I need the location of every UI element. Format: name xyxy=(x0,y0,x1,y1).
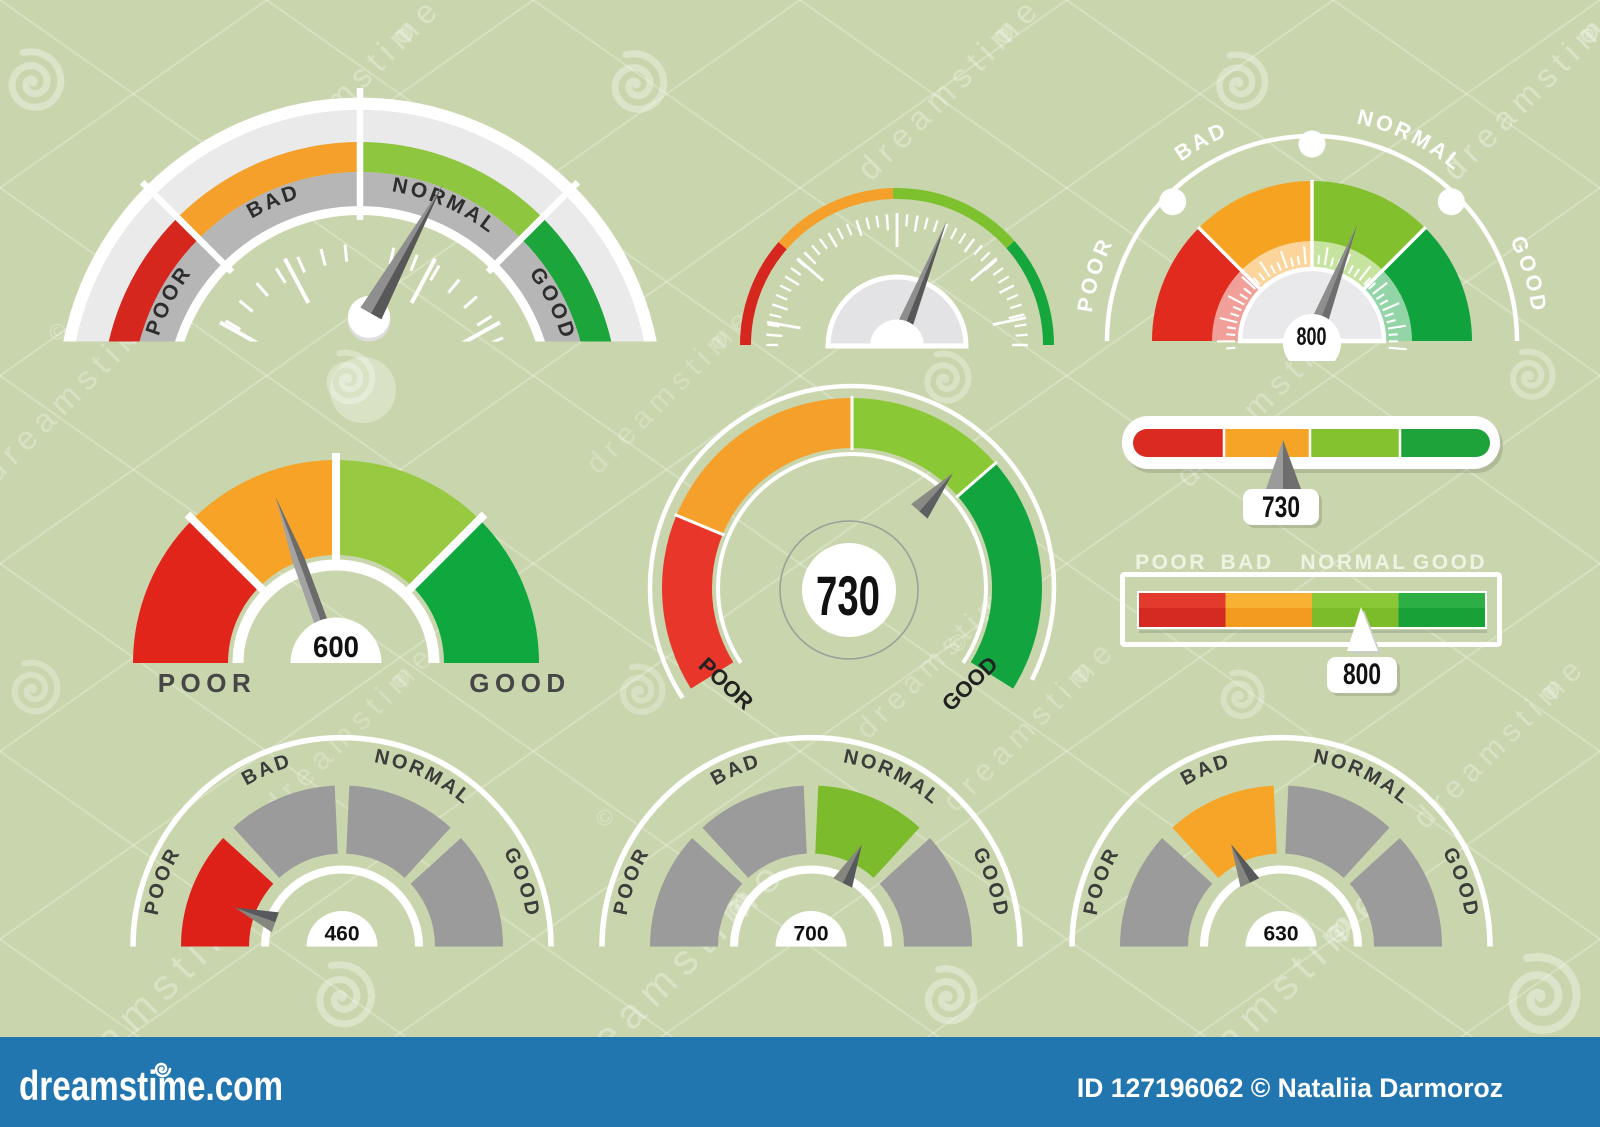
svg-text:POOR: POOR xyxy=(158,668,257,698)
svg-text:460: 460 xyxy=(324,923,359,946)
svg-text:700: 700 xyxy=(793,923,828,946)
svg-text:NORMAL: NORMAL xyxy=(1300,551,1407,574)
svg-text:600: 600 xyxy=(313,631,359,664)
svg-text:dreamstime.com: dreamstime.com xyxy=(19,1062,283,1109)
svg-text:800: 800 xyxy=(1297,323,1327,351)
svg-text:630: 630 xyxy=(1263,923,1298,946)
svg-text:POOR: POOR xyxy=(1135,551,1207,574)
svg-text:BAD: BAD xyxy=(1221,551,1274,574)
svg-text:GOOD: GOOD xyxy=(1413,551,1487,574)
svg-text:730: 730 xyxy=(816,564,880,627)
svg-text:800: 800 xyxy=(1343,658,1381,691)
svg-text:ID 127196062 © Nataliia Darmor: ID 127196062 © Nataliia Darmoroz xyxy=(1077,1073,1503,1103)
svg-text:GOOD: GOOD xyxy=(469,668,570,698)
svg-text:730: 730 xyxy=(1262,491,1300,524)
